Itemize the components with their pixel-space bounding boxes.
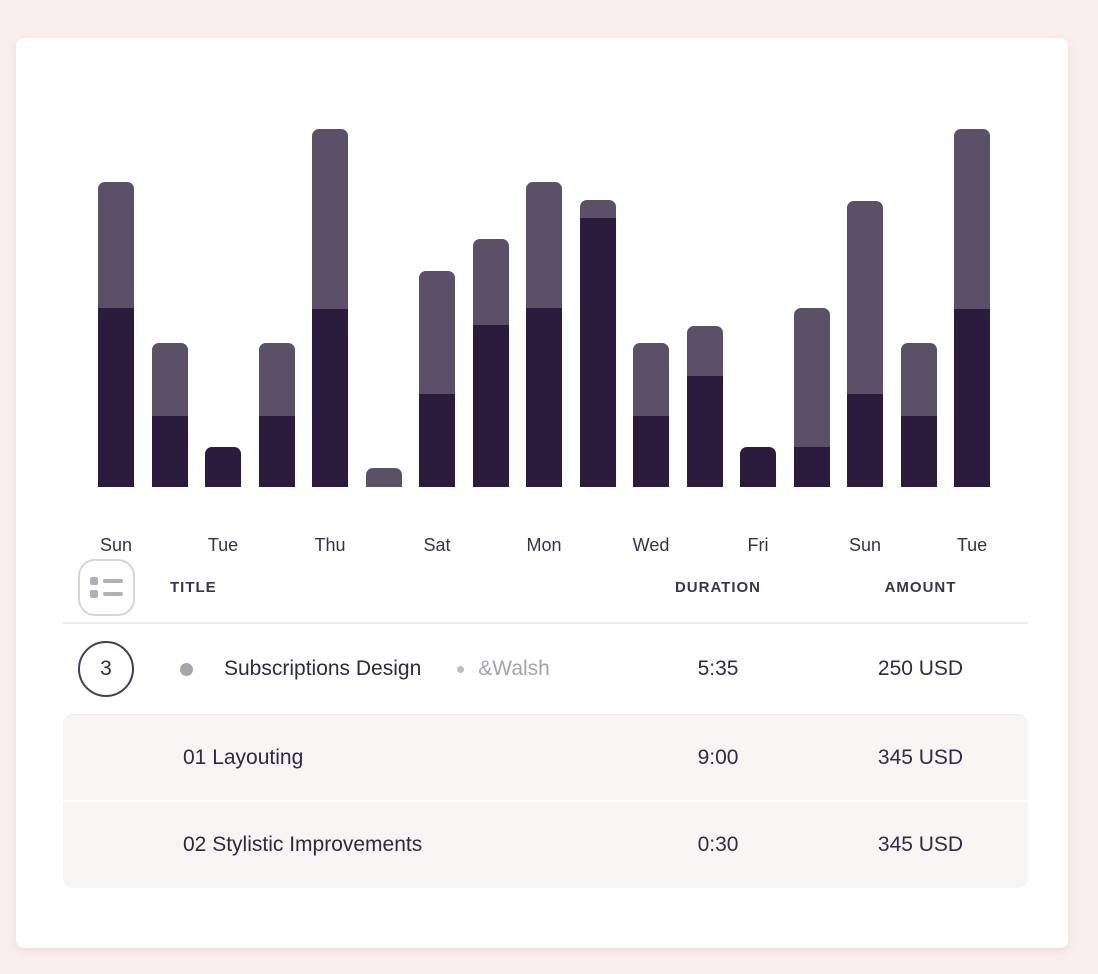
- column-header-amount: AMOUNT: [884, 578, 957, 596]
- bar-segment-dark: [793, 447, 830, 487]
- project-duration: 5:35: [697, 657, 739, 680]
- project-title-cell: 3 Subscriptions Design &Walsh: [63, 641, 648, 697]
- bar-sat-6[interactable]: [419, 271, 455, 487]
- bar-segment-light: [151, 343, 188, 416]
- bar-tue-9[interactable]: [579, 200, 616, 487]
- table-row-project[interactable]: 3 Subscriptions Design &Walsh 5:35 250 U…: [63, 624, 1028, 714]
- bar-wed-10[interactable]: [633, 343, 669, 487]
- bar-sun-14[interactable]: [847, 201, 883, 487]
- bar-segment-light: [312, 129, 348, 309]
- bar-segment-light: [419, 271, 455, 394]
- bar-segment-dark: [472, 325, 509, 487]
- bar-segment-dark: [740, 447, 776, 487]
- bar-segment-light: [686, 326, 723, 376]
- bar-segment-light: [472, 239, 509, 325]
- bar-segment-dark: [847, 394, 883, 487]
- bar-segment-dark: [526, 308, 562, 487]
- bar-tue-2[interactable]: [205, 447, 241, 487]
- bar-thu-11[interactable]: [686, 326, 723, 487]
- bar-segment-light: [954, 129, 990, 309]
- bar-segment-light: [847, 201, 883, 394]
- x-axis-label-8: Mon: [526, 535, 562, 555]
- bar-segment-dark: [151, 416, 188, 487]
- bar-wed-3[interactable]: [258, 343, 295, 487]
- client-name: &Walsh: [478, 657, 550, 680]
- bar-mon-15[interactable]: [900, 343, 937, 487]
- x-axis-label-12: Fri: [747, 535, 769, 555]
- bar-segment-light: [900, 343, 937, 416]
- bar-segment-light: [258, 343, 295, 416]
- bar-tue-16[interactable]: [954, 129, 990, 487]
- x-axis-label-14: Sun: [848, 535, 882, 555]
- bar-segment-dark: [419, 394, 455, 487]
- table-row-subtask-2[interactable]: 02 Stylistic Improvements 0:30 345 USD: [63, 800, 1028, 888]
- bar-sat-13[interactable]: [793, 308, 830, 487]
- bar-segment-light: [98, 182, 134, 308]
- subtask-title: 01 Layouting: [183, 745, 304, 769]
- bar-segment-light: [365, 468, 402, 487]
- bar-segment-light: [526, 182, 562, 308]
- bar-segment-light: [633, 343, 669, 416]
- list-view-button[interactable]: [78, 558, 135, 616]
- bar-mon-1[interactable]: [151, 343, 188, 487]
- subtask-title-cell: 01 Layouting: [63, 746, 648, 770]
- table-row-subtask-1[interactable]: 01 Layouting 9:00 345 USD: [63, 715, 1028, 800]
- bar-fri-5[interactable]: [365, 468, 402, 487]
- x-axis-label-16: Tue: [956, 535, 988, 555]
- time-tracking-card: Sun Tue Thu Sat Mon Wed Fri Sun Tue TITLE DURATI…: [16, 38, 1068, 948]
- bar-fri-12[interactable]: [740, 447, 776, 487]
- bar-segment-dark: [98, 308, 134, 487]
- project-title: Subscriptions Design: [224, 657, 422, 680]
- bar-segment-dark: [258, 416, 295, 487]
- bar-segment-light: [579, 200, 616, 218]
- bar-segment-dark: [205, 447, 241, 487]
- subtask-amount: 345 USD: [877, 833, 964, 856]
- x-axis-label-6: Sat: [423, 535, 451, 555]
- table-header-title-cell: TITLE: [63, 558, 648, 616]
- subtask-duration: 9:00: [697, 745, 739, 769]
- bar-segment-dark: [954, 309, 990, 487]
- entry-count-badge[interactable]: 3: [78, 641, 134, 697]
- project-amount: 250 USD: [877, 657, 964, 680]
- x-axis-label-0: Sun: [99, 535, 133, 555]
- bar-segment-dark: [900, 416, 937, 487]
- sub-entries-group: 01 Layouting 9:00 345 USD 02 Stylistic I…: [63, 714, 1028, 888]
- bar-segment-dark: [579, 218, 616, 487]
- subtask-duration: 0:30: [697, 833, 739, 856]
- project-dot-icon: [180, 662, 193, 676]
- bar-segment-dark: [633, 416, 669, 487]
- subtask-title: 02 Stylistic Improvements: [183, 833, 423, 856]
- subtask-amount: 345 USD: [877, 745, 964, 769]
- chart-x-axis-labels: Sun Tue Thu Sat Mon Wed Fri Sun Tue: [98, 535, 990, 556]
- subtask-title-cell: 02 Stylistic Improvements: [63, 833, 648, 857]
- bar-sun-0[interactable]: [98, 182, 134, 487]
- client-dot-icon: [457, 665, 465, 673]
- table-header-row: TITLE DURATION AMOUNT: [63, 552, 1028, 624]
- bar-segment-dark: [686, 376, 723, 487]
- bar-thu-4[interactable]: [312, 129, 348, 487]
- weekly-activity-chart: [98, 129, 990, 487]
- bar-segment-dark: [312, 309, 348, 487]
- column-header-title: TITLE: [170, 578, 217, 596]
- list-icon: [90, 576, 123, 598]
- x-axis-label-10: Wed: [632, 535, 670, 555]
- bar-mon-8[interactable]: [526, 182, 562, 487]
- time-entries-table: TITLE DURATION AMOUNT 3 Subscriptions De…: [63, 552, 1028, 888]
- bar-segment-light: [793, 308, 830, 447]
- x-axis-label-2: Tue: [207, 535, 239, 555]
- x-axis-label-4: Thu: [314, 535, 346, 555]
- bar-sun-7[interactable]: [472, 239, 509, 487]
- column-header-duration: DURATION: [674, 578, 762, 596]
